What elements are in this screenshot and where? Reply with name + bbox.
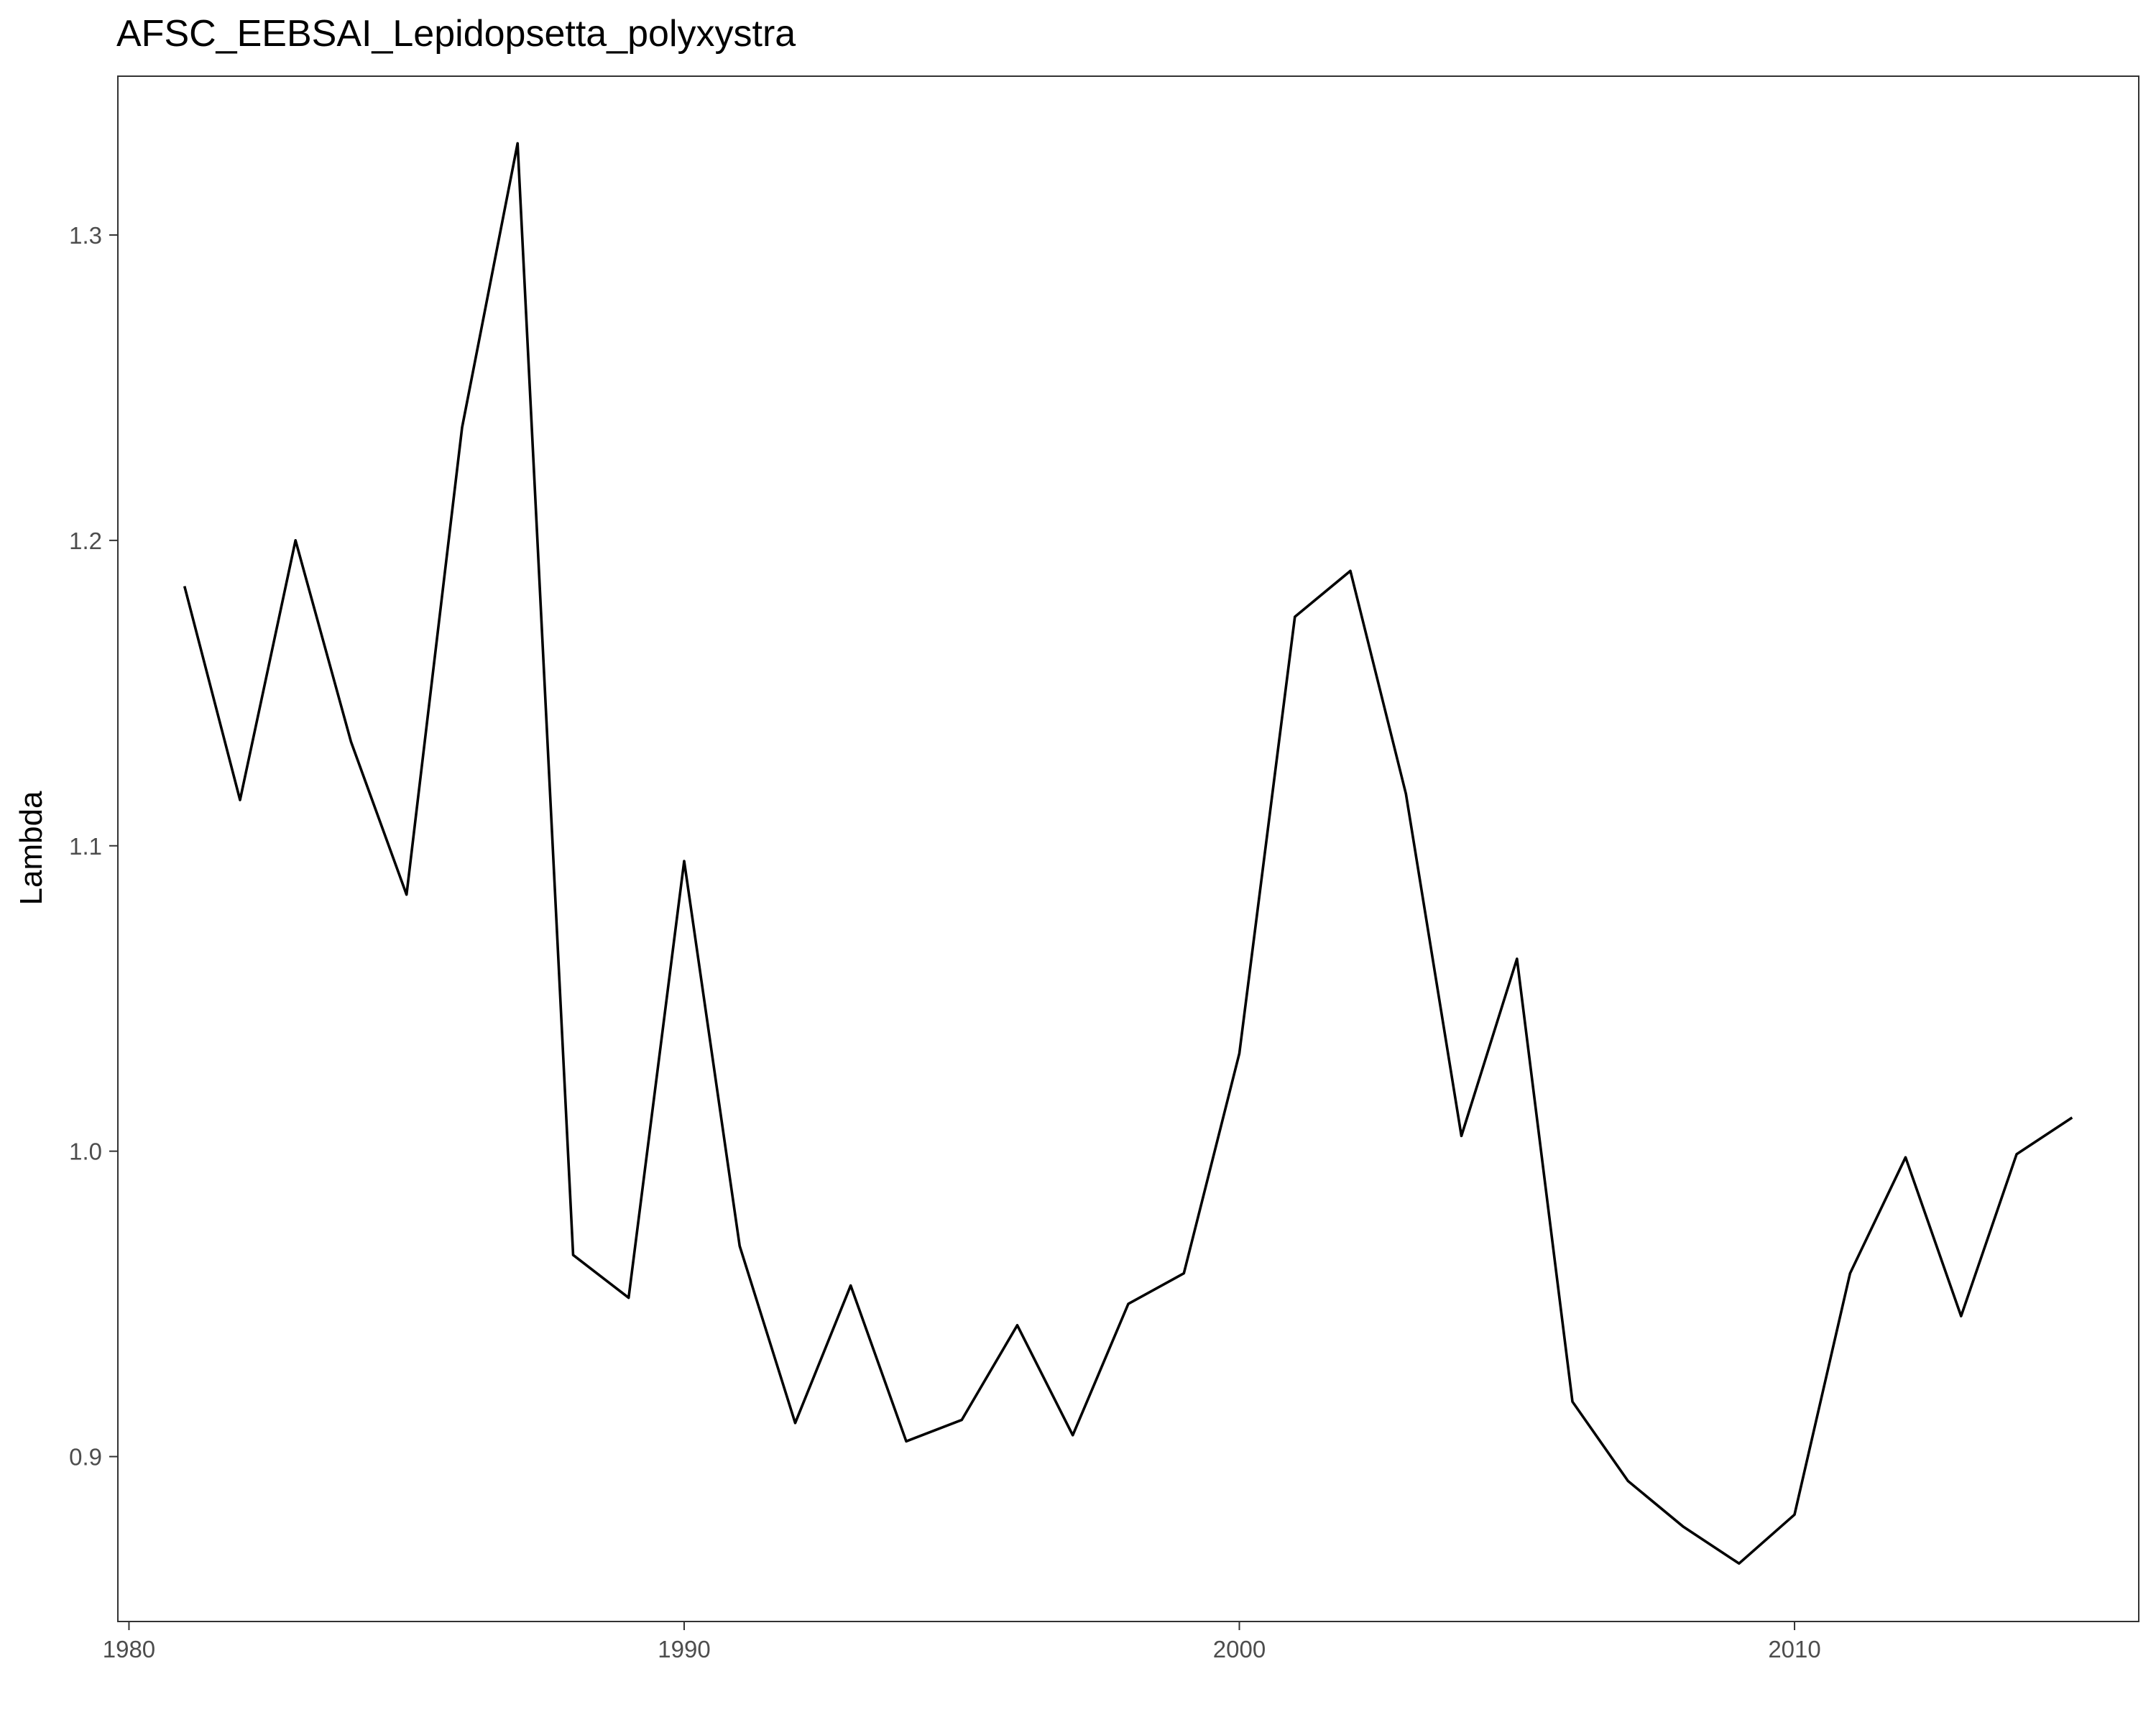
y-tick-label: 1.3 [69,222,102,249]
x-tick-label: 2000 [1213,1636,1266,1662]
plot-area: 0.9 1.0 1.1 1.2 1.3 1980 1990 2000 2010 [69,75,2139,1662]
y-axis-label: Lambda [14,791,49,906]
plot-panel-border [117,75,2139,1622]
y-tick-label: 1.0 [69,1138,102,1165]
y-tick-label: 0.9 [69,1444,102,1471]
y-tick-label: 1.2 [69,528,102,554]
x-tick-label: 2010 [1768,1636,1820,1662]
x-tick-label: 1990 [658,1636,710,1662]
chart-title: AFSC_EEBSAI_Lepidopsetta_polyxystra [116,13,796,55]
x-tick-label: 1980 [103,1636,155,1662]
lambda-series-line [183,142,2073,1565]
y-tick-label: 1.1 [69,833,102,860]
